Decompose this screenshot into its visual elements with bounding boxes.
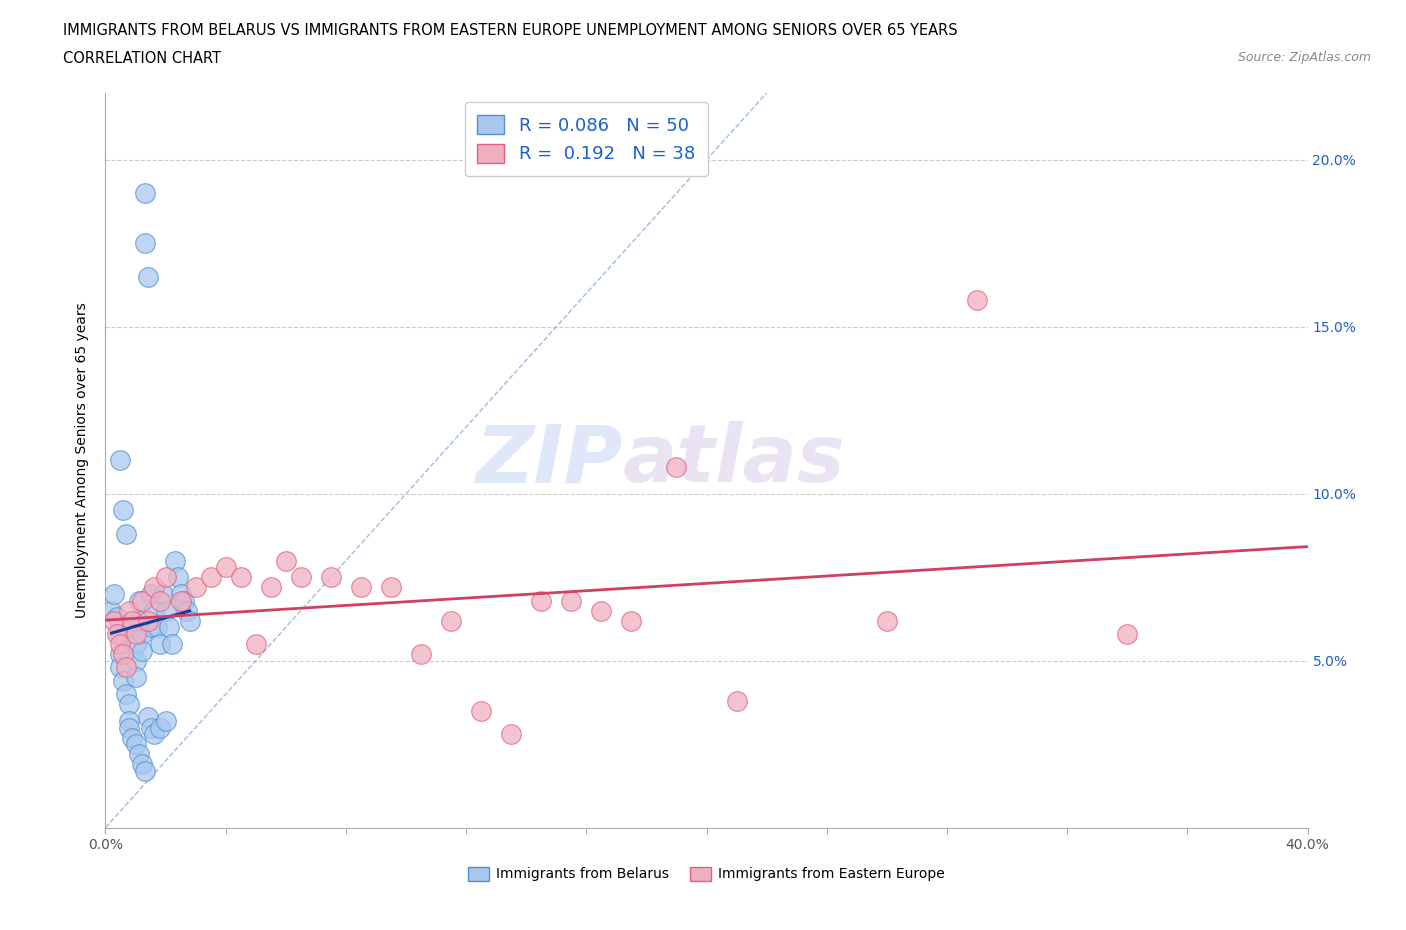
Text: CORRELATION CHART: CORRELATION CHART — [63, 51, 221, 66]
Point — [124, 627, 146, 642]
Point — [107, 627, 129, 642]
Point — [103, 613, 125, 628]
Point — [440, 613, 463, 628]
Point — [157, 620, 180, 635]
Text: atlas: atlas — [623, 421, 845, 499]
Point — [1116, 627, 1139, 642]
Point — [501, 726, 523, 741]
Point — [665, 459, 688, 474]
Point — [155, 570, 177, 585]
Point — [319, 570, 342, 585]
Point — [274, 553, 297, 568]
Point — [169, 587, 191, 602]
Point — [100, 604, 122, 618]
Point — [115, 526, 138, 541]
Point — [620, 613, 643, 628]
Point — [148, 637, 170, 652]
Point — [876, 613, 898, 628]
Point — [124, 653, 146, 668]
Point — [530, 593, 553, 608]
Point — [136, 711, 159, 725]
Point — [152, 587, 174, 602]
Point — [124, 737, 146, 751]
Point — [112, 673, 135, 688]
Point — [725, 694, 748, 709]
Point — [131, 644, 153, 658]
Point — [107, 610, 129, 625]
Point — [110, 646, 132, 661]
Point — [118, 697, 141, 711]
Point — [166, 570, 188, 585]
Point — [155, 713, 177, 728]
Text: Source: ZipAtlas.com: Source: ZipAtlas.com — [1237, 51, 1371, 64]
Point — [200, 570, 222, 585]
Point — [134, 236, 156, 251]
Point — [118, 713, 141, 728]
Point — [115, 660, 138, 675]
Point — [134, 764, 156, 778]
Point — [121, 613, 143, 628]
Point — [176, 604, 198, 618]
Point — [139, 720, 162, 735]
Point — [214, 560, 236, 575]
Point — [128, 747, 150, 762]
Point — [409, 646, 432, 661]
Point — [350, 579, 373, 594]
Point — [160, 637, 183, 652]
Point — [163, 553, 186, 568]
Point — [260, 579, 283, 594]
Y-axis label: Unemployment Among Seniors over 65 years: Unemployment Among Seniors over 65 years — [76, 302, 90, 618]
Point — [110, 627, 132, 642]
Point — [131, 627, 153, 642]
Point — [148, 720, 170, 735]
Text: IMMIGRANTS FROM BELARUS VS IMMIGRANTS FROM EASTERN EUROPE UNEMPLOYMENT AMONG SEN: IMMIGRANTS FROM BELARUS VS IMMIGRANTS FR… — [63, 23, 957, 38]
Point — [142, 604, 165, 618]
Point — [112, 503, 135, 518]
Point — [128, 613, 150, 628]
Point — [131, 593, 153, 608]
Point — [115, 686, 138, 701]
Point — [173, 593, 195, 608]
Point — [184, 579, 207, 594]
Point — [169, 593, 191, 608]
Point — [145, 620, 167, 635]
Text: ZIP: ZIP — [475, 421, 623, 499]
Point — [128, 593, 150, 608]
Point — [110, 660, 132, 675]
Point — [155, 604, 177, 618]
Point — [121, 620, 143, 635]
Point — [110, 637, 132, 652]
Point — [380, 579, 402, 594]
Point — [134, 186, 156, 201]
Point — [112, 646, 135, 661]
Point — [290, 570, 312, 585]
Point — [110, 453, 132, 468]
Point — [131, 757, 153, 772]
Point — [121, 730, 143, 745]
Point — [124, 670, 146, 684]
Point — [560, 593, 582, 608]
Point — [118, 720, 141, 735]
Point — [229, 570, 252, 585]
Point — [245, 637, 267, 652]
Point — [103, 587, 125, 602]
Point — [136, 613, 159, 628]
Legend: Immigrants from Belarus, Immigrants from Eastern Europe: Immigrants from Belarus, Immigrants from… — [463, 861, 950, 887]
Point — [179, 613, 201, 628]
Point — [142, 579, 165, 594]
Point — [591, 604, 613, 618]
Point — [139, 587, 162, 602]
Point — [148, 593, 170, 608]
Point — [470, 703, 492, 718]
Point — [142, 726, 165, 741]
Point — [136, 270, 159, 285]
Point — [124, 637, 146, 652]
Point — [966, 293, 988, 308]
Point — [118, 604, 141, 618]
Point — [139, 620, 162, 635]
